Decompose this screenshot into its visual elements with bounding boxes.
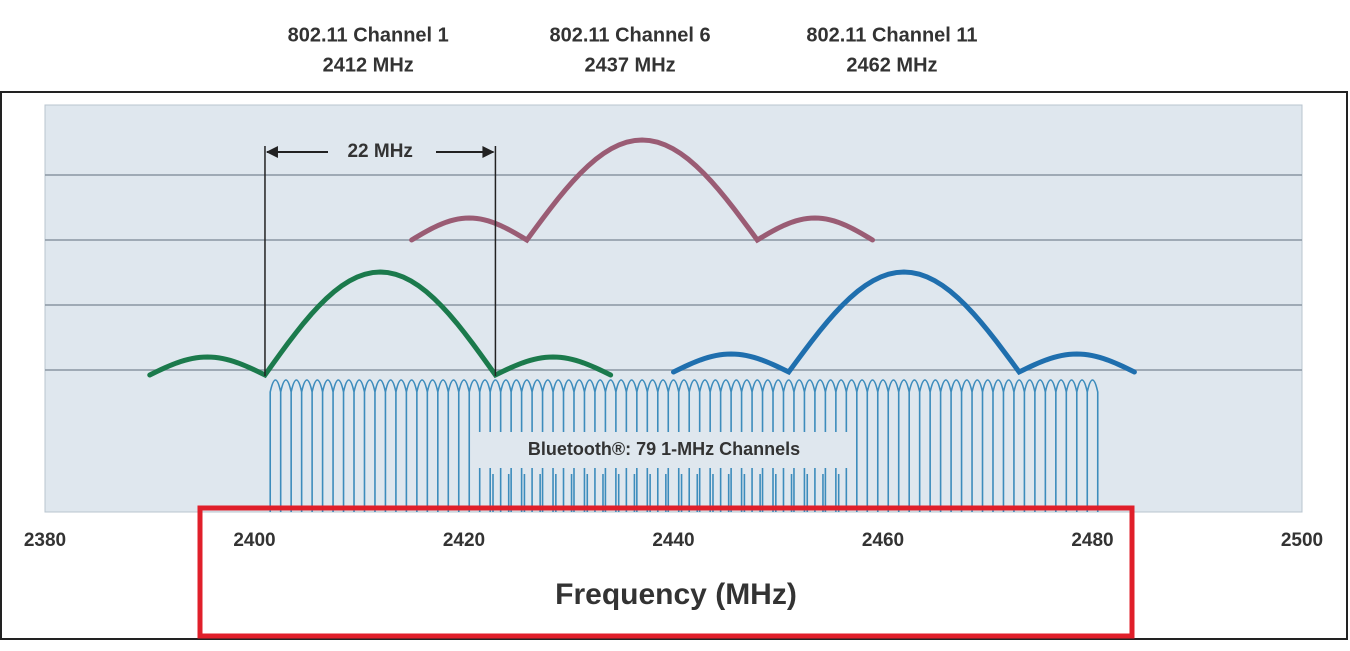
x-tick-label: 2400 bbox=[233, 530, 275, 551]
x-tick-label: 2500 bbox=[1281, 530, 1323, 551]
label-bg bbox=[478, 432, 850, 468]
highlight-box bbox=[197, 505, 1135, 639]
channel-curve bbox=[671, 269, 1137, 376]
channel-frequency: 2462 MHz bbox=[846, 54, 937, 76]
channel-name: 802.11 Channel 6 bbox=[549, 24, 710, 46]
bandwidth-label: 22 MHz bbox=[347, 141, 412, 162]
bluetooth-label: Bluetooth®: 79 1-MHz Channels bbox=[528, 439, 800, 459]
x-tick-label: 2380 bbox=[24, 530, 66, 551]
x-tick-label: 2480 bbox=[1071, 530, 1113, 551]
x-tick-label: 2440 bbox=[652, 530, 694, 551]
x-tick-label: 2420 bbox=[443, 530, 485, 551]
x-tick-label: 2460 bbox=[862, 530, 904, 551]
channel-name: 802.11 Channel 1 bbox=[288, 24, 449, 46]
channel-curve bbox=[147, 269, 614, 379]
bluetooth-channels bbox=[269, 379, 1099, 512]
axis-title: Frequency (MHz) bbox=[555, 578, 797, 611]
channel-frequency: 2412 MHz bbox=[323, 54, 414, 76]
channel-name: 802.11 Channel 11 bbox=[806, 24, 977, 46]
arrow-head bbox=[265, 146, 278, 158]
channel-frequency: 2437 MHz bbox=[584, 54, 675, 76]
arrow-head bbox=[482, 146, 495, 158]
channel-curve bbox=[409, 137, 876, 244]
